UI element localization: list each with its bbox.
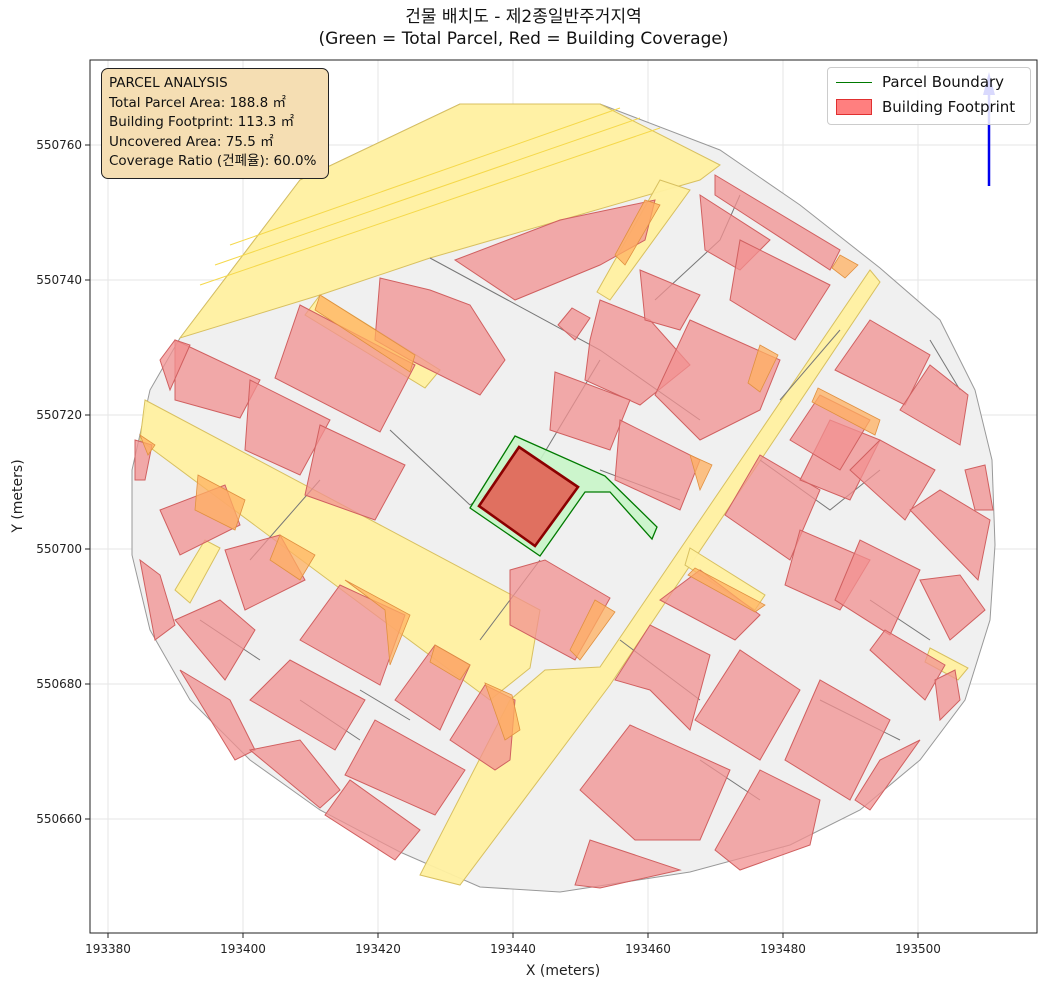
building xyxy=(909,489,991,582)
info-uncovered: Uncovered Area: 75.5 ㎡ xyxy=(109,133,274,150)
building xyxy=(614,419,701,511)
building xyxy=(159,339,191,392)
building xyxy=(574,839,682,889)
title-line-2: (Green = Total Parcel, Red = Building Co… xyxy=(318,29,729,49)
y-tick-label: 550760 xyxy=(36,138,82,152)
parcel-analysis-box: PARCEL ANALYSIS Total Parcel Area: 188.8… xyxy=(101,68,329,179)
building xyxy=(714,174,841,271)
building xyxy=(579,724,731,841)
title-line-1: 건물 배치도 - 제2종일반주거지역 xyxy=(405,7,642,27)
y-tick-label: 550740 xyxy=(36,273,82,287)
road-markings xyxy=(199,107,661,286)
setback-buffer xyxy=(484,682,521,741)
building xyxy=(919,574,986,641)
setback-buffer xyxy=(747,344,779,393)
setback-buffer xyxy=(269,534,316,581)
building xyxy=(249,659,366,751)
building xyxy=(659,569,761,641)
legend: Parcel Boundary Building Footprint xyxy=(827,67,1031,125)
setback-buffer xyxy=(614,199,661,266)
setback-buffer xyxy=(314,294,416,373)
x-tick-label: 193400 xyxy=(220,942,266,956)
setback-buffer xyxy=(344,579,411,666)
legend-item-parcel: Parcel Boundary xyxy=(836,73,1004,91)
x-tick-label: 193420 xyxy=(355,942,401,956)
y-tick-label: 550700 xyxy=(36,542,82,556)
x-tick-label: 193480 xyxy=(760,942,806,956)
building xyxy=(934,669,961,722)
building xyxy=(549,371,631,451)
target-building[interactable] xyxy=(477,445,580,548)
legend-label-building: Building Footprint xyxy=(882,98,1016,116)
setback-buffer xyxy=(831,254,859,279)
setback-buffer xyxy=(687,567,766,613)
axes-frame xyxy=(89,59,1038,934)
building xyxy=(899,364,969,446)
x-tick-label: 193380 xyxy=(85,942,131,956)
building xyxy=(869,629,946,701)
info-building-footprint: Building Footprint: 113.3 ㎡ xyxy=(109,114,295,130)
building xyxy=(694,649,801,761)
info-total-parcel: Total Parcel Area: 188.8 ㎡ xyxy=(109,94,286,111)
y-tick-label: 550680 xyxy=(36,677,82,691)
x-tick-label: 193460 xyxy=(625,942,671,956)
legend-label-parcel: Parcel Boundary xyxy=(882,73,1005,91)
building xyxy=(174,339,261,419)
building xyxy=(174,599,256,681)
info-heading: PARCEL ANALYSIS xyxy=(109,75,228,91)
setback-buffer xyxy=(194,474,246,531)
road-north xyxy=(178,103,721,339)
x-tick-marks xyxy=(107,933,919,938)
building xyxy=(453,199,656,301)
building xyxy=(344,719,466,816)
building xyxy=(304,424,406,521)
setback-buffer xyxy=(569,599,616,661)
setback-buffer xyxy=(811,387,881,436)
x-tick-label: 193440 xyxy=(490,942,536,956)
building xyxy=(834,539,921,636)
setback-buffer xyxy=(689,454,713,492)
setback-buffer xyxy=(429,644,471,681)
building xyxy=(784,679,891,801)
building xyxy=(729,239,831,341)
building xyxy=(324,779,421,861)
y-tick-label: 550720 xyxy=(36,408,82,422)
building xyxy=(834,319,931,406)
building xyxy=(854,739,921,811)
building xyxy=(724,454,821,561)
building xyxy=(244,379,331,476)
building xyxy=(557,307,591,341)
building xyxy=(248,739,341,809)
y-axis-label: Y (meters) xyxy=(10,459,26,533)
building xyxy=(964,464,994,511)
x-tick-label: 193500 xyxy=(895,942,941,956)
building xyxy=(714,769,821,871)
y-tick-label: 550660 xyxy=(36,812,82,826)
building xyxy=(849,439,936,521)
building xyxy=(139,558,176,641)
chart-title: 건물 배치도 - 제2종일반주거지역 (Green = Total Parcel… xyxy=(0,6,1047,50)
setback-buffer xyxy=(139,433,156,456)
legend-patch-swatch xyxy=(836,99,872,115)
building xyxy=(639,269,701,331)
legend-line-swatch xyxy=(836,81,872,83)
x-axis-label: X (meters) xyxy=(526,963,600,979)
road-west-spur xyxy=(174,539,221,604)
info-coverage-ratio: Coverage Ratio (건폐율): 60.0% xyxy=(109,153,317,169)
setback-buffers xyxy=(139,199,881,741)
buildings xyxy=(134,174,994,889)
y-tick-marks xyxy=(85,144,90,820)
building xyxy=(614,624,711,731)
road-west-diagonal xyxy=(139,399,541,701)
legend-item-building: Building Footprint xyxy=(836,98,1015,116)
